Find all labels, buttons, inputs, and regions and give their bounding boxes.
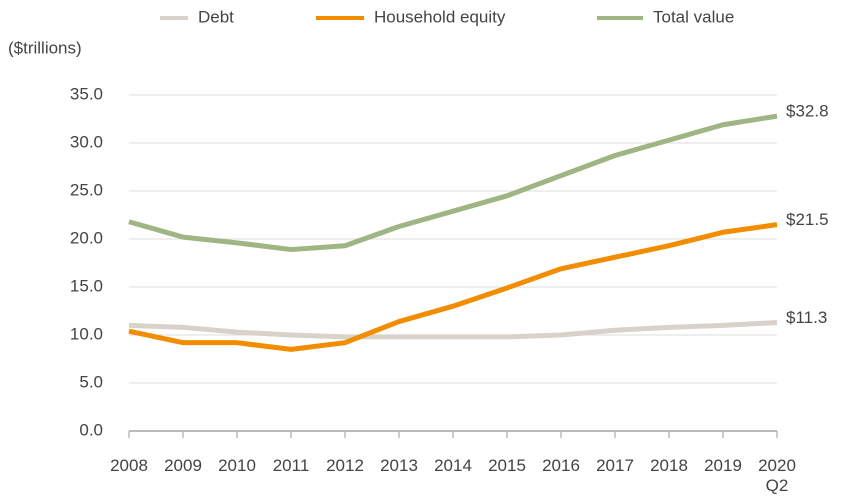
x-tick-label: 2011: [272, 456, 310, 475]
y-tick-label: 35.0: [70, 84, 103, 103]
legend-label: Total value: [653, 7, 734, 26]
series-line: [128, 222, 778, 352]
x-tick-label: 2019: [704, 456, 742, 475]
series-line: [128, 320, 778, 340]
legend-label: Household equity: [374, 7, 506, 26]
x-tick-label: 2018: [650, 456, 688, 475]
data-label: $11.3: [786, 308, 827, 327]
data-label: $21.5: [786, 210, 829, 229]
y-tick-label: 10.0: [70, 324, 103, 343]
x-tick-label: 2015: [488, 456, 526, 475]
y-tick-label: 0.0: [79, 420, 103, 439]
x-tick-label: 2010: [218, 456, 256, 475]
x-tick-label: 2014: [434, 456, 472, 475]
y-axis-label: ($trillions): [8, 38, 82, 57]
legend-label: Debt: [198, 7, 234, 26]
x-tick-label: 2020 Q2: [758, 456, 796, 495]
x-tick-label: 2016: [542, 456, 580, 475]
y-tick-label: 30.0: [70, 132, 103, 151]
series-line: [128, 113, 778, 253]
x-tick-label: 2009: [164, 456, 202, 475]
x-tick-label: 2008: [110, 456, 148, 475]
x-tick-label: 2017: [596, 456, 634, 475]
data-label: $32.8: [786, 102, 829, 121]
y-tick-label: 15.0: [70, 276, 103, 295]
y-tick-label: 25.0: [70, 180, 103, 199]
y-tick-label: 20.0: [70, 228, 103, 247]
x-tick-label: 2012: [326, 456, 364, 475]
y-tick-label: 5.0: [79, 372, 103, 391]
x-tick-label: 2013: [380, 456, 418, 475]
